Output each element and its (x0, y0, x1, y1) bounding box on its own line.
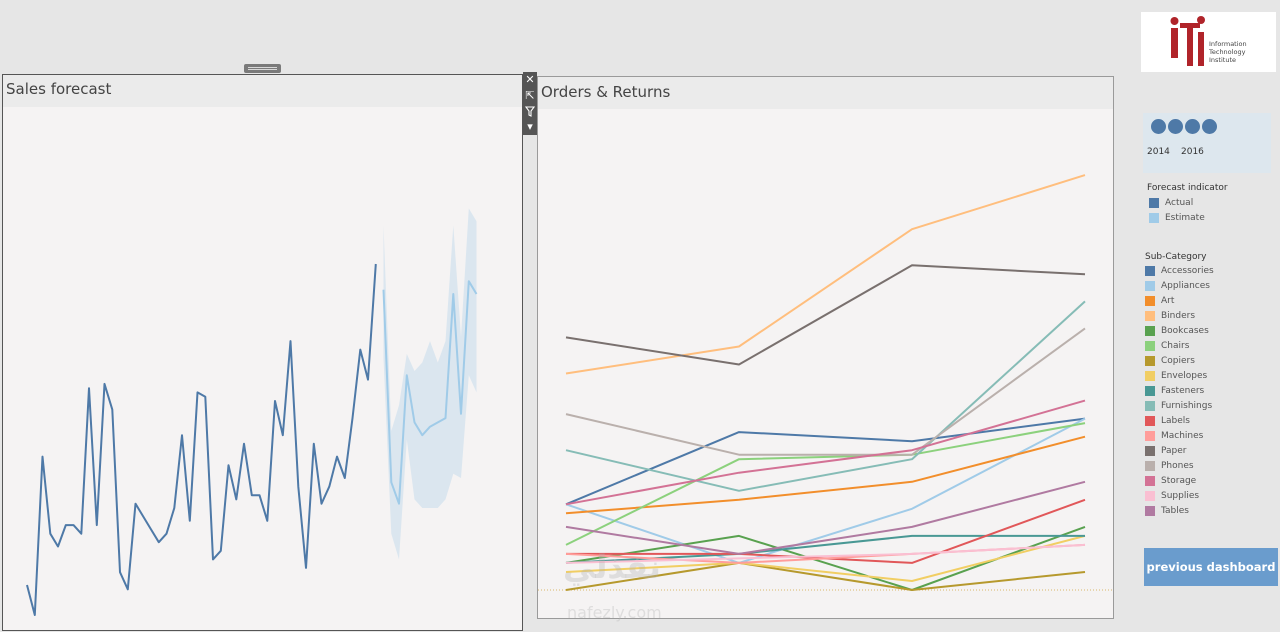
series-line-paper (565, 264, 1086, 366)
dropdown-arrow-icon[interactable]: ▾ (527, 120, 533, 133)
iti-logo: Information Technology Institute (1141, 12, 1276, 72)
year-start-label: 2014 (1147, 147, 1170, 157)
series-line-estimate (382, 280, 478, 505)
year-dot[interactable] (1185, 119, 1200, 134)
year-end-label: 2016 (1181, 147, 1204, 157)
year-dot[interactable] (1202, 119, 1217, 134)
watermark-logo: نفذلي (563, 548, 661, 586)
legend-label: Fasteners (1161, 386, 1205, 396)
legend-label: Chairs (1161, 341, 1190, 351)
series-line-supplies (565, 543, 1086, 564)
legend-label: Binders (1161, 311, 1196, 321)
legend-label: Paper (1161, 446, 1187, 456)
legend-swatch (1149, 213, 1159, 223)
legend-swatch (1145, 341, 1155, 351)
legend-label: Accessories (1161, 266, 1214, 276)
series-line-actual (26, 263, 377, 616)
series-line-chairs (565, 422, 1086, 546)
year-dot[interactable] (1168, 119, 1183, 134)
year-filter[interactable]: 2014 2016 (1143, 113, 1271, 173)
legend-swatch (1145, 401, 1155, 411)
legend-swatch (1145, 476, 1155, 486)
legend-label: Storage (1161, 476, 1197, 486)
legend-swatch (1145, 506, 1155, 516)
series-line-appliances (565, 417, 1086, 564)
legend-swatch (1145, 281, 1155, 291)
legend-label: Envelopes (1161, 371, 1208, 381)
legend-label: Machines (1161, 431, 1204, 441)
panel-title-bar: Sales forecast (3, 75, 522, 107)
legend-swatch (1145, 311, 1155, 321)
previous-dashboard-button[interactable]: previous dashboard (1144, 548, 1278, 586)
orders-returns-panel: Orders & Returns (537, 76, 1114, 619)
series-line-envelopes (565, 534, 1086, 582)
legend-swatch (1149, 198, 1159, 208)
legend-swatch (1145, 371, 1155, 381)
logo-line: Technology (1209, 48, 1246, 56)
subcategory-legend-title: Sub-Category (1145, 252, 1207, 262)
legend-label: Supplies (1161, 491, 1200, 501)
sales-forecast-title: Sales forecast (6, 80, 112, 98)
logo-line: Information (1209, 40, 1247, 48)
legend-swatch (1145, 296, 1155, 306)
legend-label: Copiers (1161, 356, 1195, 366)
legend-swatch (1145, 356, 1155, 366)
legend-label: Actual (1165, 198, 1194, 208)
logo-line: Institute (1209, 56, 1236, 64)
series-line-copiers (565, 561, 1086, 591)
worksheet-toolbar: ✕ ⇱ ▾ (523, 72, 537, 135)
legend-swatch (1145, 416, 1155, 426)
legend-label: Labels (1161, 416, 1190, 426)
iti-logo-mark (1170, 16, 1205, 66)
sales-forecast-panel: Sales forecast (2, 74, 523, 631)
legend-label: Phones (1161, 461, 1194, 471)
filter-icon[interactable] (523, 104, 537, 119)
orders-returns-chart (538, 174, 1113, 591)
legend-label: Tables (1161, 506, 1189, 516)
panel-drag-handle[interactable] (244, 64, 281, 73)
legend-label: Estimate (1165, 213, 1205, 223)
series-line-accessories (565, 417, 1086, 506)
series-line-furnishings (565, 300, 1086, 492)
legend-label: Appliances (1161, 281, 1210, 291)
popout-icon[interactable]: ⇱ (525, 89, 535, 102)
series-line-tables (565, 480, 1086, 555)
forecast-legend-title: Forecast indicator (1147, 183, 1228, 193)
legend-label: Furnishings (1161, 401, 1213, 411)
series-line-binders (565, 174, 1086, 375)
series-line-storage (565, 399, 1086, 506)
legend-swatch (1145, 266, 1155, 276)
legend-swatch (1145, 431, 1155, 441)
series-line-phones (565, 327, 1086, 456)
legend-swatch (1145, 461, 1155, 471)
sales-forecast-chart (26, 208, 478, 616)
legend-swatch (1145, 386, 1155, 396)
year-dot[interactable] (1151, 119, 1166, 134)
iti-logo-text: Information Technology Institute (1209, 40, 1247, 64)
close-icon[interactable]: ✕ (525, 73, 535, 86)
orders-returns-title: Orders & Returns (541, 83, 671, 101)
series-line-art (565, 435, 1086, 515)
watermark-url: nafezly.com (567, 603, 662, 622)
panel-title-bar: Orders & Returns (538, 77, 1113, 109)
legend-swatch (1145, 446, 1155, 456)
legend-label: Art (1161, 296, 1175, 306)
legend-swatch (1145, 326, 1155, 336)
legend-swatch (1145, 491, 1155, 501)
legend-label: Bookcases (1161, 326, 1209, 336)
